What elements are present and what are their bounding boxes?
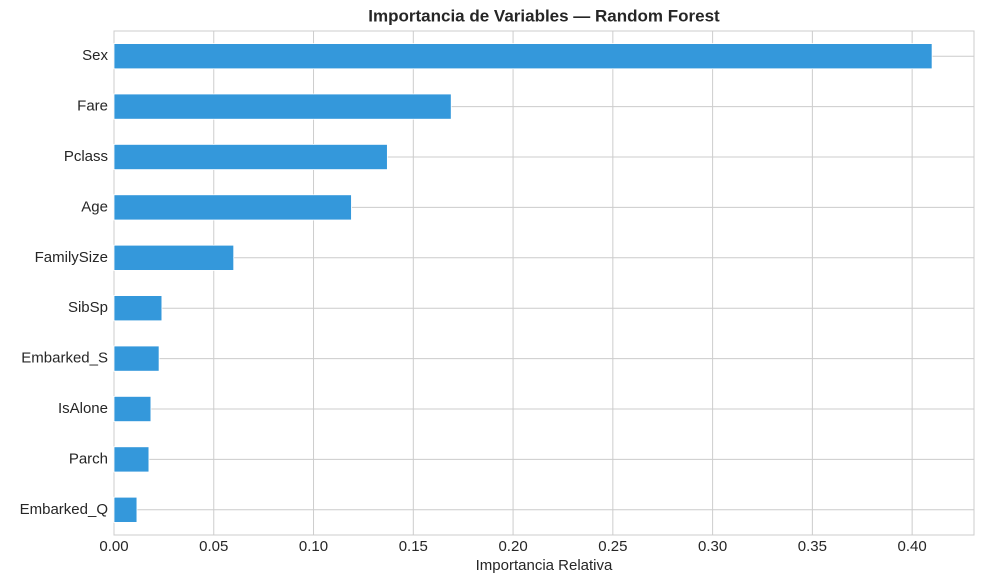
chart-title: Importancia de Variables — Random Forest [368, 6, 720, 25]
y-tick-label: FamilySize [35, 249, 108, 266]
x-tick-label: 0.05 [199, 538, 228, 555]
y-tick-label: Embarked_S [21, 350, 108, 367]
bar [113, 244, 235, 271]
y-tick-label: Pclass [64, 148, 108, 165]
x-axis-label: Importancia Relativa [476, 557, 613, 574]
bar [113, 93, 452, 120]
bar [113, 143, 388, 170]
bar [113, 194, 352, 221]
y-tick-label: SibSp [68, 299, 108, 316]
bar [113, 295, 163, 322]
x-tick-label: 0.25 [598, 538, 627, 555]
x-tick-label: 0.30 [698, 538, 727, 555]
bar [113, 43, 933, 70]
y-tick-label: Embarked_Q [20, 501, 108, 518]
x-tick-label: 0.20 [498, 538, 527, 555]
y-tick-label: Sex [82, 47, 108, 64]
x-tick-label: 0.40 [898, 538, 927, 555]
x-tick-label: 0.00 [99, 538, 128, 555]
bar [113, 345, 160, 372]
x-tick-label: 0.10 [299, 538, 328, 555]
y-tick-label: Age [81, 198, 108, 215]
bar [113, 446, 150, 473]
y-tick-label: Fare [77, 98, 108, 115]
x-tick-label: 0.15 [399, 538, 428, 555]
y-tick-label: Parch [69, 450, 108, 467]
x-tick-label: 0.35 [798, 538, 827, 555]
y-tick-label: IsAlone [58, 400, 108, 417]
bar [113, 496, 138, 523]
bar [113, 395, 152, 422]
plot-frame [113, 30, 975, 536]
